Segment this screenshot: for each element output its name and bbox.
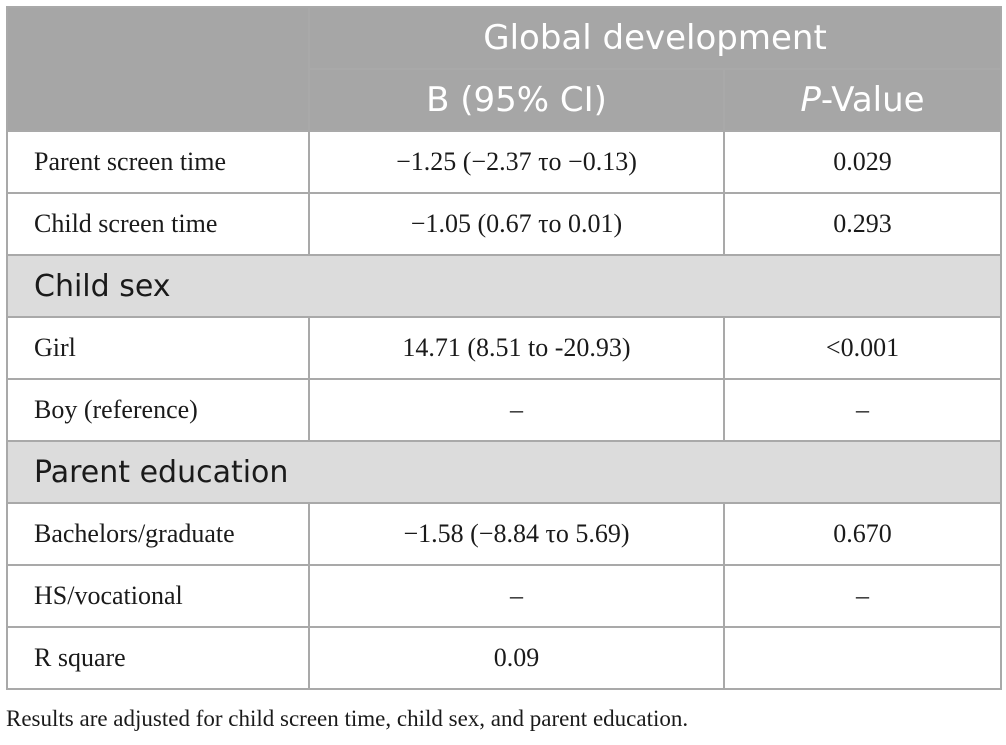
- row-p-value: 0.029: [723, 130, 1002, 194]
- row-b-value: –: [308, 564, 725, 628]
- row-p-value: 0.293: [723, 192, 1002, 256]
- row-label: Child screen time: [6, 192, 310, 256]
- header-group-label: Global development: [308, 6, 1002, 70]
- row-p-value: [723, 626, 1002, 690]
- table-footnote: Results are adjusted for child screen ti…: [6, 706, 689, 731]
- table-row: HS/vocational – –: [6, 564, 1002, 628]
- table-row: Boy (reference) – –: [6, 378, 1002, 442]
- row-b-value: −1.58 (−8.84 τo 5.69): [308, 502, 725, 566]
- header-col-p-italic: P: [800, 80, 821, 120]
- header-row-group: Global development: [6, 6, 1002, 132]
- row-label: Bachelors/graduate: [6, 502, 310, 566]
- table-row: Child screen time −1.05 (0.67 τo 0.01) 0…: [6, 192, 1002, 256]
- row-label: HS/vocational: [6, 564, 310, 628]
- row-p-value: –: [723, 564, 1002, 628]
- section-label: Child sex: [6, 254, 1002, 318]
- table-row: R square 0.09: [6, 626, 1002, 690]
- row-p-value: <0.001: [723, 316, 1002, 380]
- section-row-parent-education: Parent education: [6, 440, 1002, 504]
- header-row-columns: B (95% CI) P-Value: [7, 68, 1002, 132]
- table-row: Bachelors/graduate −1.58 (−8.84 τo 5.69)…: [6, 502, 1002, 566]
- table-body: Parent screen time −1.25 (−2.37 τo −0.13…: [6, 130, 1002, 690]
- row-label: Parent screen time: [6, 130, 310, 194]
- row-b-value: 14.71 (8.51 to -20.93): [308, 316, 725, 380]
- row-b-value: −1.25 (−2.37 τo −0.13): [308, 130, 725, 194]
- header-col-b: B (95% CI): [308, 68, 725, 132]
- row-b-value: –: [308, 378, 725, 442]
- table-row: Parent screen time −1.25 (−2.37 τo −0.13…: [6, 130, 1002, 194]
- header-empty-cell: [6, 6, 310, 132]
- row-p-value: 0.670: [723, 502, 1002, 566]
- section-label: Parent education: [6, 440, 1002, 504]
- row-b-value: 0.09: [308, 626, 725, 690]
- row-b-value: −1.05 (0.67 τo 0.01): [308, 192, 725, 256]
- table-row: Girl 14.71 (8.51 to -20.93) <0.001: [6, 316, 1002, 380]
- row-label: Girl: [6, 316, 310, 380]
- row-label: Boy (reference): [6, 378, 310, 442]
- results-table: Global development B (95% CI) P-Value Pa…: [6, 6, 1002, 690]
- header-col-p: P-Value: [723, 68, 1002, 132]
- row-p-value: –: [723, 378, 1002, 442]
- results-table-container: Global development B (95% CI) P-Value Pa…: [6, 6, 1002, 690]
- section-row-child-sex: Child sex: [6, 254, 1002, 318]
- row-label: R square: [6, 626, 310, 690]
- table-header: Global development B (95% CI) P-Value: [6, 6, 1002, 132]
- header-col-p-rest: -Value: [820, 80, 925, 120]
